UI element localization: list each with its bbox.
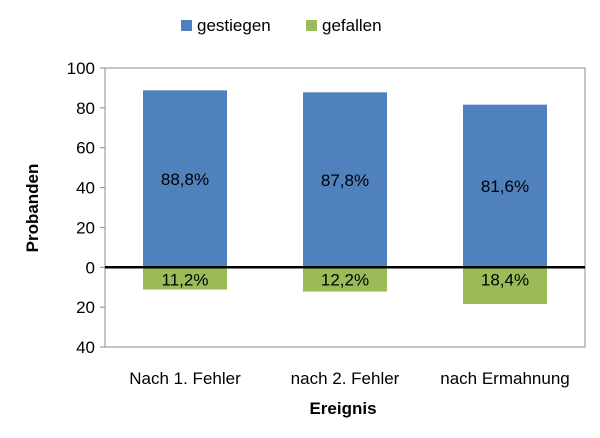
data-label-gestiegen: 88,8% [161, 170, 209, 189]
y-tick-label: 40 [76, 338, 95, 357]
bar-gefallen [143, 267, 227, 290]
legend-swatch-gefallen [306, 20, 317, 31]
legend: gestiegen gefallen [181, 16, 382, 35]
data-label-gestiegen: 81,6% [481, 177, 529, 196]
y-tick-label: 100 [67, 59, 95, 78]
y-axis-ticks: 100 80 60 40 20 0 20 40 [67, 59, 105, 357]
data-label-gefallen: 18,4% [481, 270, 529, 289]
y-tick-label: 20 [76, 298, 95, 317]
legend-label-gefallen: gefallen [322, 16, 382, 35]
legend-swatch-gestiegen [181, 20, 192, 31]
data-labels: 88,8% 11,2% 87,8% 12,2% 81,6% 18,4% [161, 170, 529, 289]
plot-area [104, 67, 586, 348]
bars [143, 90, 547, 304]
data-label-gestiegen: 87,8% [321, 171, 369, 190]
bar-gefallen [303, 267, 387, 292]
y-tick-label: 40 [76, 179, 95, 198]
bar-gestiegen [143, 90, 227, 268]
x-tick-label: nach 2. Fehler [291, 369, 400, 388]
y-tick-label: 0 [86, 258, 95, 277]
x-tick-label: nach Ermahnung [440, 369, 569, 388]
data-label-gefallen: 12,2% [321, 270, 369, 289]
x-axis-title: Ereignis [309, 399, 376, 418]
bar-gestiegen [303, 92, 387, 268]
y-tick-label: 80 [76, 99, 95, 118]
y-axis-title: Probanden [23, 164, 42, 253]
x-axis-categories: Nach 1. Fehler nach 2. Fehler nach Ermahnu… [129, 369, 569, 388]
bar-gestiegen [463, 104, 547, 268]
y-tick-label: 60 [76, 139, 95, 158]
legend-label-gestiegen: gestiegen [197, 16, 271, 35]
bar-gefallen [463, 267, 547, 304]
x-tick-label: Nach 1. Fehler [129, 369, 241, 388]
y-tick-label: 20 [76, 218, 95, 237]
data-label-gefallen: 11,2% [162, 270, 209, 289]
